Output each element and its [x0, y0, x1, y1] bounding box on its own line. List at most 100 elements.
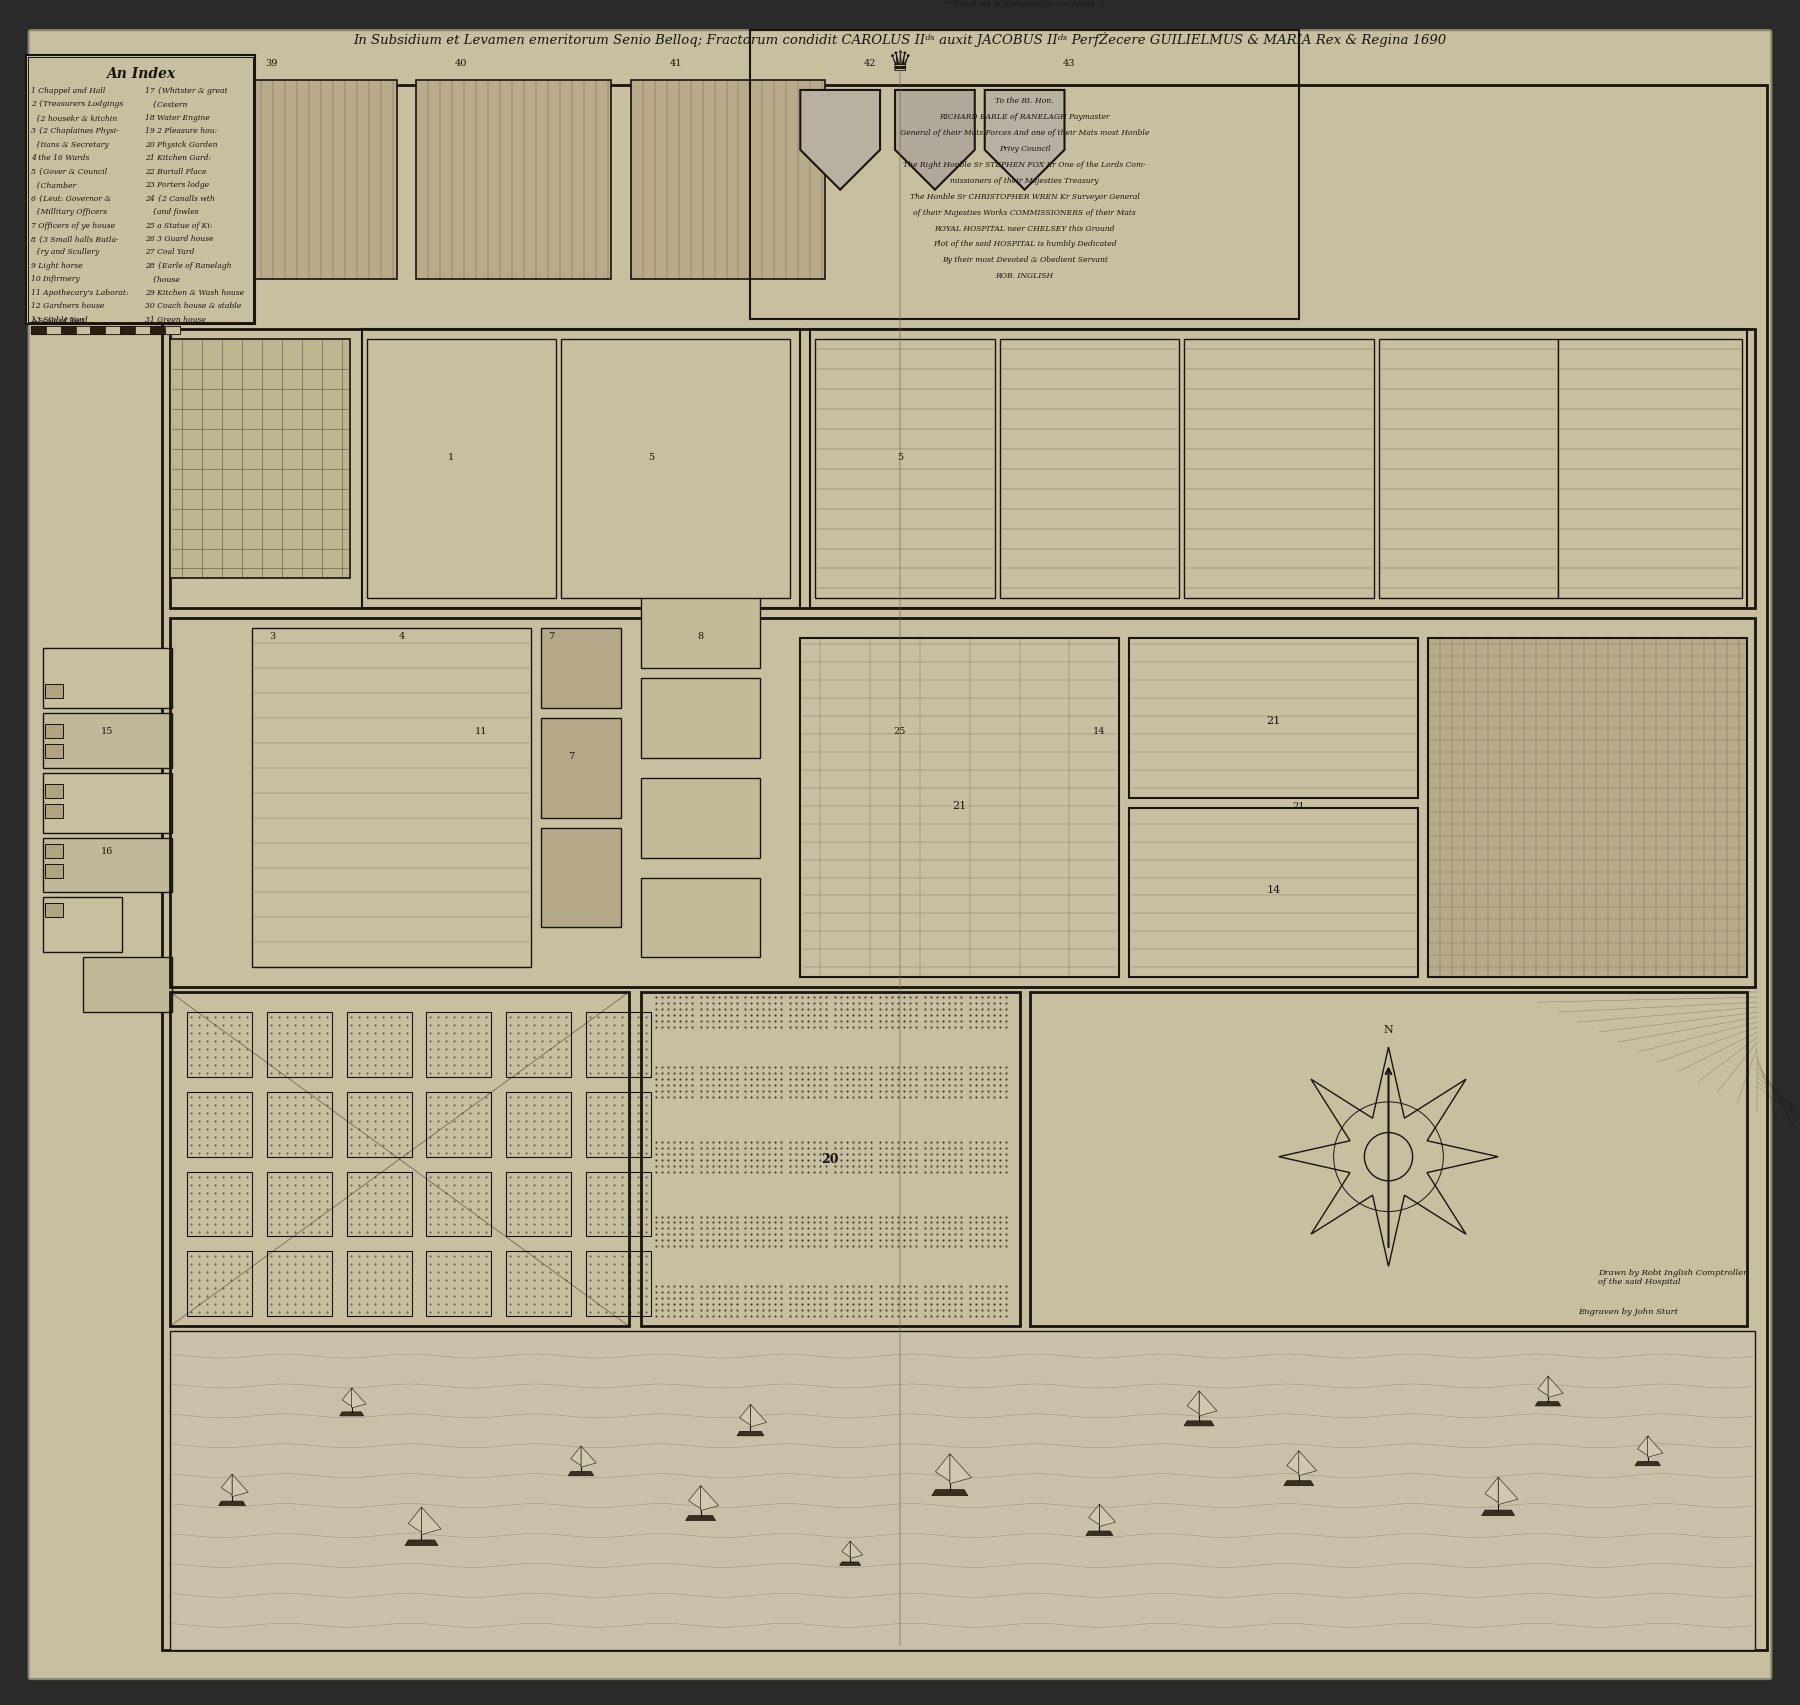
Text: 7 Officers of ye house: 7 Officers of ye house — [31, 222, 115, 230]
Bar — [751, 31, 1300, 321]
Bar — [266, 1013, 331, 1078]
Polygon shape — [985, 90, 1064, 191]
Text: 22 Buriall Place: 22 Buriall Place — [146, 167, 207, 176]
Bar — [45, 844, 63, 858]
Bar — [176, 80, 396, 280]
Polygon shape — [218, 1500, 245, 1506]
Polygon shape — [736, 1432, 763, 1436]
Bar — [45, 864, 63, 878]
Bar — [427, 1013, 491, 1078]
Bar — [171, 1332, 1755, 1650]
Text: 26 3 Guard house: 26 3 Guard house — [146, 235, 214, 242]
Polygon shape — [1537, 1376, 1548, 1396]
Text: 3: 3 — [268, 633, 275, 641]
Bar — [630, 80, 824, 280]
Text: {ry and Scullery: {ry and Scullery — [31, 249, 99, 256]
Text: 5: 5 — [896, 452, 904, 462]
Text: 21: 21 — [1292, 801, 1305, 810]
Polygon shape — [1100, 1504, 1116, 1526]
Text: 21 Kitchen Gard:: 21 Kitchen Gard: — [146, 153, 211, 162]
Text: ROYAL HOSPITAL neer CHELSEY this Ground: ROYAL HOSPITAL neer CHELSEY this Ground — [934, 225, 1114, 232]
Polygon shape — [221, 1475, 232, 1495]
Text: 41: 41 — [670, 60, 682, 68]
Text: 20: 20 — [821, 1153, 839, 1165]
Polygon shape — [1199, 1391, 1217, 1417]
Bar — [1129, 639, 1418, 798]
Text: 23 Porters lodge: 23 Porters lodge — [146, 181, 209, 189]
Bar — [266, 1171, 331, 1236]
Text: {and fowles: {and fowles — [146, 208, 198, 217]
Polygon shape — [686, 1516, 716, 1521]
Bar — [347, 1251, 412, 1316]
Text: 7: 7 — [547, 633, 554, 641]
Polygon shape — [839, 1562, 860, 1565]
Text: 5: 5 — [648, 452, 653, 462]
Bar — [27, 58, 254, 322]
Text: 42: 42 — [864, 60, 877, 68]
Bar — [90, 327, 106, 334]
Bar — [43, 650, 173, 709]
Text: {house: {house — [146, 275, 180, 283]
Text: Drawn by Robt Inglish Comptroller
of the said Hospital: Drawn by Robt Inglish Comptroller of the… — [1598, 1269, 1748, 1286]
Bar — [1184, 339, 1373, 598]
Polygon shape — [842, 1541, 850, 1557]
Text: A Scale of Feet: A Scale of Feet — [31, 317, 85, 326]
Polygon shape — [1089, 1504, 1100, 1524]
Bar — [106, 327, 121, 334]
Bar — [427, 1171, 491, 1236]
Polygon shape — [801, 90, 880, 191]
Bar — [506, 1013, 571, 1078]
Polygon shape — [342, 1388, 351, 1407]
Bar — [562, 339, 790, 598]
Text: 31 Green house: 31 Green house — [146, 315, 207, 324]
Bar — [25, 56, 256, 326]
Text: 5 {Gover & Council: 5 {Gover & Council — [31, 167, 106, 176]
Text: 24 {2 Canalls wth: 24 {2 Canalls wth — [146, 194, 214, 203]
Polygon shape — [340, 1412, 364, 1417]
Bar — [266, 1251, 331, 1316]
Text: 6 {Leut: Governor &: 6 {Leut: Governor & — [31, 194, 112, 203]
Bar — [43, 714, 173, 769]
Text: 10 Infirmery: 10 Infirmery — [31, 275, 79, 283]
Bar — [367, 339, 556, 598]
Polygon shape — [700, 1485, 718, 1511]
Text: missioners of their Majesties Treasury: missioners of their Majesties Treasury — [950, 177, 1098, 184]
Text: {tians & Secretary: {tians & Secretary — [31, 142, 108, 148]
Bar — [641, 590, 760, 668]
Bar — [587, 1171, 652, 1236]
Bar — [641, 779, 760, 858]
Bar — [587, 1013, 652, 1078]
Bar — [171, 331, 1755, 609]
Bar — [641, 878, 760, 958]
Text: 11: 11 — [475, 726, 488, 735]
Bar — [171, 992, 628, 1326]
Bar — [1129, 808, 1418, 977]
Bar — [427, 1251, 491, 1316]
Bar — [1429, 639, 1748, 977]
Text: 25 a Statue of Ki:: 25 a Statue of Ki: — [146, 222, 212, 230]
Bar — [171, 619, 1755, 987]
Bar — [641, 992, 1019, 1326]
Text: 4: 4 — [398, 633, 405, 641]
Text: 20 Physick Garden: 20 Physick Garden — [146, 142, 218, 148]
Bar — [252, 629, 531, 968]
Bar — [810, 331, 1748, 609]
Polygon shape — [1485, 1477, 1498, 1502]
Text: {Chamber: {Chamber — [31, 181, 76, 189]
Bar — [1559, 339, 1742, 598]
Polygon shape — [571, 1446, 581, 1466]
Polygon shape — [569, 1471, 594, 1477]
Text: 1: 1 — [448, 452, 455, 462]
Text: 39: 39 — [266, 60, 279, 68]
Bar — [83, 958, 173, 1013]
Bar — [171, 339, 349, 580]
Text: 43: 43 — [1064, 60, 1076, 68]
Bar — [587, 1093, 652, 1158]
Polygon shape — [409, 1507, 421, 1533]
Text: 2 {Treasurers Lodgings: 2 {Treasurers Lodgings — [31, 101, 122, 109]
Bar — [187, 1013, 252, 1078]
Bar — [45, 745, 63, 759]
Text: Plot of the said HOSPITAL is humbly Dedicated: Plot of the said HOSPITAL is humbly Dedi… — [932, 240, 1116, 249]
Bar — [641, 679, 760, 759]
Bar — [347, 1171, 412, 1236]
